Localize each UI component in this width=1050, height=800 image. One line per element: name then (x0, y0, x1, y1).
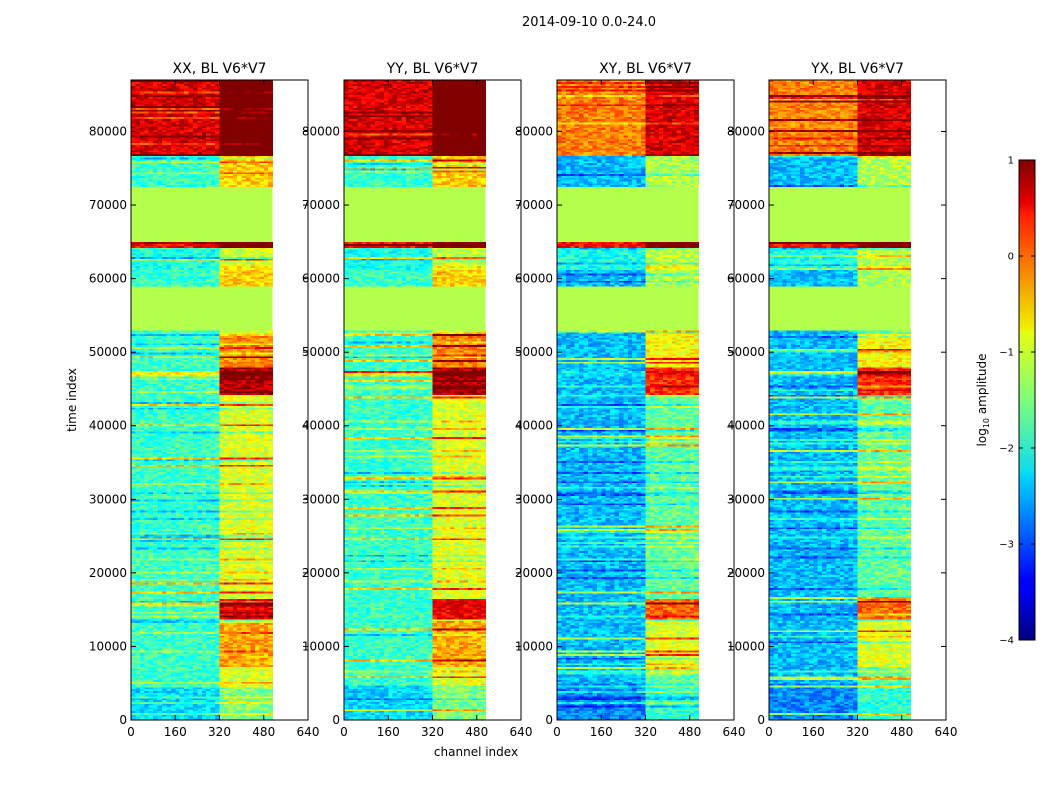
x-tick-label: 480 (465, 725, 488, 739)
y-tick-label: 50000 (727, 345, 765, 359)
x-tick-label: 640 (935, 725, 958, 739)
y-tick-label: 50000 (89, 345, 127, 359)
x-tick-label: 160 (377, 725, 400, 739)
y-tick-label: 10000 (515, 639, 553, 653)
y-tick-label: 40000 (302, 419, 340, 433)
panel-title: XX, BL V6*V7 (173, 61, 267, 77)
x-tick-label: 320 (208, 725, 231, 739)
y-tick-label: 60000 (302, 272, 340, 286)
y-tick-label: 50000 (302, 345, 340, 359)
x-tick-label: 480 (890, 725, 913, 739)
y-tick-label: 0 (757, 713, 765, 727)
y-axis-label: time index (65, 368, 79, 432)
x-tick-label: 640 (510, 725, 533, 739)
panel-title: YY, BL V6*V7 (386, 61, 479, 77)
colorbar-gradient (1019, 160, 1035, 640)
y-tick-label: 30000 (515, 492, 553, 506)
colorbar-tick-label: −2 (999, 444, 1014, 455)
x-tick-label: 320 (634, 725, 657, 739)
y-tick-label: 40000 (727, 419, 765, 433)
panel-yy: YY, BL V6*V7 0 160 320 480 640 0 10000 20000 3000… (302, 61, 533, 739)
figure: 2014-09-10 0.0-24.0 XX, BL V6*V7 0 160 320 4… (0, 0, 1050, 800)
colorbar-label: log10 amplitude (975, 354, 991, 447)
y-tick-label: 70000 (302, 198, 340, 212)
suptitle: 2014-09-10 0.0-24.0 (522, 15, 656, 30)
y-tick-label: 80000 (302, 124, 340, 138)
heatmap (344, 80, 486, 720)
y-tick-label: 20000 (302, 566, 340, 580)
heatmap (557, 80, 699, 720)
colorbar: 1 0 −1 −2 −3 −4 log10 amplitude (975, 156, 1035, 647)
y-tick-label: 40000 (515, 419, 553, 433)
y-tick-label: 20000 (727, 566, 765, 580)
x-axis-label: channel index (434, 745, 518, 759)
panel-title: XY, BL V6*V7 (599, 61, 692, 77)
colorbar-tick-label: −4 (999, 636, 1014, 647)
x-tick-label: 480 (252, 725, 275, 739)
y-tick-label: 10000 (727, 639, 765, 653)
x-tick-label: 640 (723, 725, 746, 739)
x-tick-label: 0 (765, 725, 773, 739)
y-tick-label: 40000 (89, 419, 127, 433)
panel-title: YX, BL V6*V7 (810, 61, 904, 77)
x-tick-label: 320 (846, 725, 869, 739)
x-tick-label: 320 (421, 725, 444, 739)
x-tick-label: 480 (678, 725, 701, 739)
y-tick-label: 70000 (515, 198, 553, 212)
y-tick-label: 80000 (727, 124, 765, 138)
x-tick-label: 160 (802, 725, 825, 739)
heatmap (769, 80, 911, 720)
y-tick-label: 0 (332, 713, 340, 727)
y-tick-label: 30000 (302, 492, 340, 506)
y-tick-label: 0 (119, 713, 127, 727)
y-tick-label: 60000 (515, 272, 553, 286)
y-tick-label: 60000 (727, 272, 765, 286)
y-tick-label: 80000 (89, 124, 127, 138)
x-tick-label: 160 (590, 725, 613, 739)
y-tick-label: 50000 (515, 345, 553, 359)
x-tick-label: 0 (340, 725, 348, 739)
x-tick-label: 160 (164, 725, 187, 739)
panels: XX, BL V6*V7 0 160 320 480 640 0 10000 20000 3000… (89, 61, 958, 739)
colorbar-tick-label: 1 (1008, 156, 1014, 167)
y-tick-label: 20000 (515, 566, 553, 580)
x-tick-label: 0 (553, 725, 561, 739)
y-tick-label: 10000 (89, 639, 127, 653)
y-tick-label: 60000 (89, 272, 127, 286)
y-tick-label: 80000 (515, 124, 553, 138)
colorbar-tick-label: −3 (999, 540, 1014, 551)
colorbar-tick-label: 0 (1008, 252, 1014, 263)
y-tick-label: 30000 (89, 492, 127, 506)
x-tick-label: 640 (297, 725, 320, 739)
panel-yx: YX, BL V6*V7 0 160 320 480 640 0 10000 20000 3000… (727, 61, 958, 739)
colorbar-tick-label: −1 (999, 348, 1014, 359)
panel-xx: XX, BL V6*V7 0 160 320 480 640 0 10000 20000 3000… (89, 61, 320, 739)
y-tick-label: 0 (545, 713, 553, 727)
y-tick-label: 30000 (727, 492, 765, 506)
y-tick-label: 10000 (302, 639, 340, 653)
heatmap (131, 80, 273, 720)
y-tick-label: 70000 (727, 198, 765, 212)
y-tick-label: 20000 (89, 566, 127, 580)
panel-xy: XY, BL V6*V7 0 160 320 480 640 0 10000 20000 3000… (515, 61, 746, 739)
y-tick-label: 70000 (89, 198, 127, 212)
x-tick-label: 0 (127, 725, 135, 739)
